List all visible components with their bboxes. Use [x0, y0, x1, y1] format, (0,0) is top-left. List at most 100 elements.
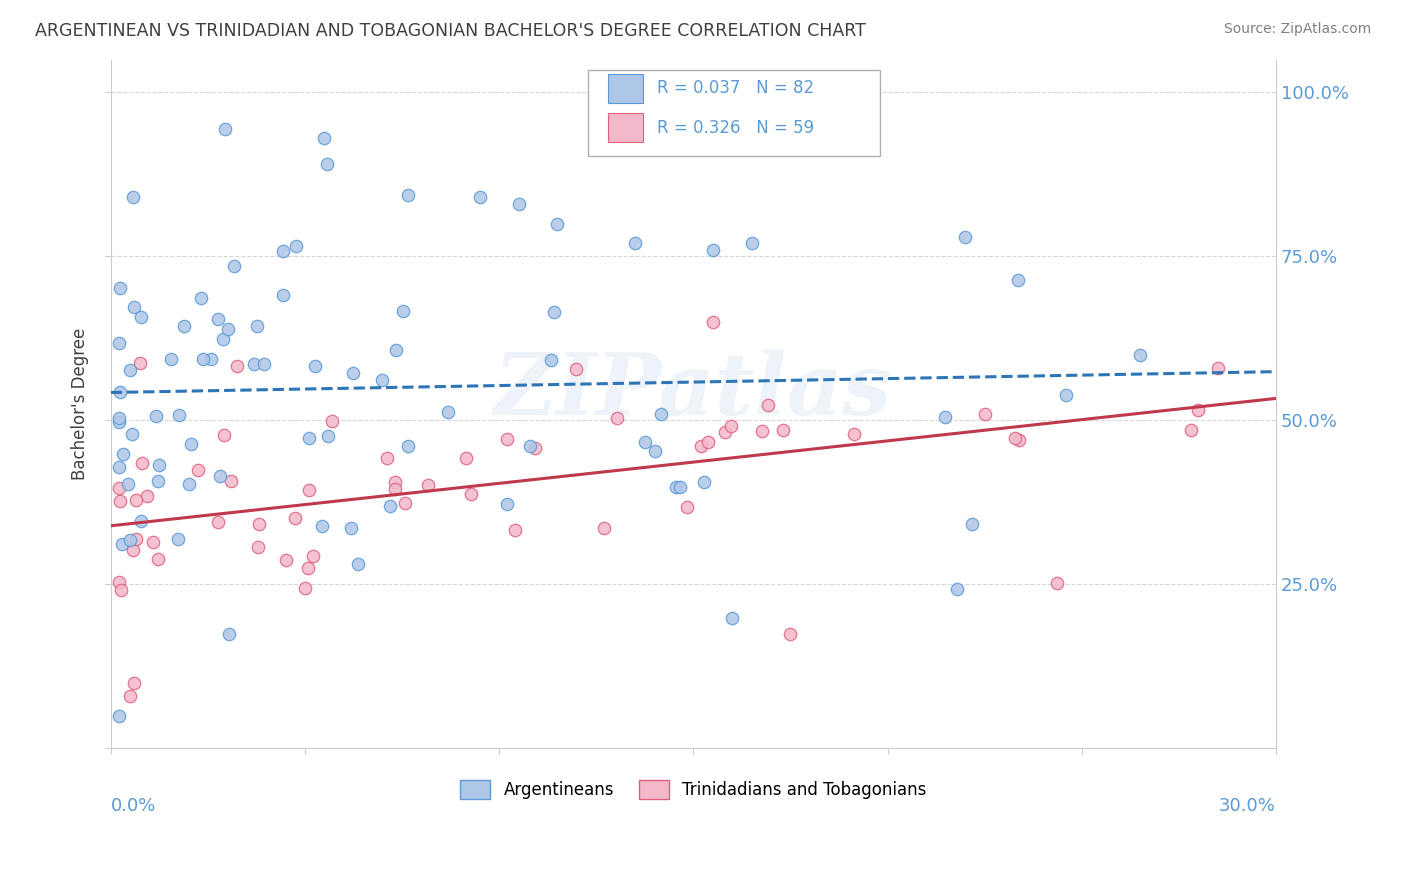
Point	[107, 459, 129, 474]
Point	[721, 611, 744, 625]
Point	[246, 318, 269, 333]
Point	[1004, 432, 1026, 446]
Point	[945, 582, 967, 597]
Point	[460, 487, 482, 501]
Point	[108, 281, 131, 295]
Point	[546, 217, 568, 231]
Point	[394, 496, 416, 510]
Point	[779, 626, 801, 640]
Point	[418, 477, 440, 491]
Bar	[609, 113, 644, 142]
Point	[146, 474, 169, 488]
Point	[633, 435, 655, 450]
Point	[650, 407, 672, 421]
Point	[741, 236, 763, 251]
Point	[207, 515, 229, 529]
Point	[669, 480, 692, 494]
Point	[973, 407, 995, 421]
Point	[955, 229, 977, 244]
Text: 30.0%: 30.0%	[1219, 797, 1277, 814]
Point	[375, 451, 398, 466]
Point	[212, 428, 235, 442]
Point	[1180, 423, 1202, 437]
Point	[124, 300, 146, 314]
FancyBboxPatch shape	[589, 70, 880, 156]
Point	[122, 676, 145, 690]
Point	[117, 477, 139, 491]
Text: 0.0%: 0.0%	[111, 797, 156, 814]
Point	[214, 122, 236, 136]
Point	[316, 429, 339, 443]
Point	[217, 322, 239, 336]
Point	[111, 537, 134, 551]
Text: ZIPatlas: ZIPatlas	[495, 349, 893, 432]
Bar	[609, 74, 644, 103]
Point	[208, 469, 231, 483]
Legend: Argentineans, Trinidadians and Tobagonians: Argentineans, Trinidadians and Tobagonia…	[453, 773, 934, 805]
Point	[135, 489, 157, 503]
Point	[371, 373, 394, 387]
Point	[1046, 576, 1069, 591]
Point	[1008, 434, 1031, 448]
Point	[384, 475, 406, 489]
Point	[714, 425, 737, 439]
Point	[314, 131, 336, 145]
Point	[118, 363, 141, 377]
Point	[271, 244, 294, 258]
Point	[253, 357, 276, 371]
Point	[148, 458, 170, 472]
Point	[342, 366, 364, 380]
Point	[243, 357, 266, 371]
Point	[108, 494, 131, 508]
Point	[284, 511, 307, 525]
Point	[294, 581, 316, 595]
Point	[302, 549, 325, 563]
Point	[772, 423, 794, 437]
Point	[224, 259, 246, 273]
Point	[1206, 361, 1229, 376]
Point	[468, 190, 491, 204]
Point	[226, 359, 249, 373]
Point	[693, 475, 716, 489]
Point	[697, 435, 720, 450]
Point	[384, 482, 406, 496]
Text: R = 0.326   N = 59: R = 0.326 N = 59	[657, 119, 814, 136]
Point	[396, 187, 419, 202]
Point	[131, 457, 153, 471]
Point	[380, 499, 402, 513]
Point	[129, 356, 152, 370]
Point	[187, 462, 209, 476]
Point	[592, 521, 614, 535]
Point	[125, 532, 148, 546]
Point	[180, 437, 202, 451]
Point	[276, 553, 298, 567]
Point	[107, 411, 129, 425]
Point	[565, 361, 588, 376]
Point	[624, 236, 647, 251]
Point	[108, 415, 131, 429]
Point	[756, 398, 779, 412]
Point	[271, 288, 294, 302]
Point	[508, 197, 530, 211]
Point	[110, 385, 132, 400]
Point	[1007, 272, 1029, 286]
Point	[298, 431, 321, 445]
Point	[842, 426, 865, 441]
Point	[191, 351, 214, 366]
Text: Source: ZipAtlas.com: Source: ZipAtlas.com	[1223, 22, 1371, 37]
Point	[702, 243, 724, 257]
Point	[167, 533, 190, 547]
Point	[495, 432, 517, 446]
Text: R = 0.037   N = 82: R = 0.037 N = 82	[657, 79, 814, 97]
Point	[125, 493, 148, 508]
Point	[540, 353, 562, 368]
Point	[1187, 402, 1209, 417]
Point	[436, 405, 458, 419]
Point	[107, 575, 129, 590]
Point	[396, 439, 419, 453]
Point	[211, 332, 233, 346]
Point	[120, 533, 142, 547]
Y-axis label: Bachelor's Degree: Bachelor's Degree	[72, 328, 89, 480]
Point	[129, 514, 152, 528]
Point	[129, 310, 152, 325]
